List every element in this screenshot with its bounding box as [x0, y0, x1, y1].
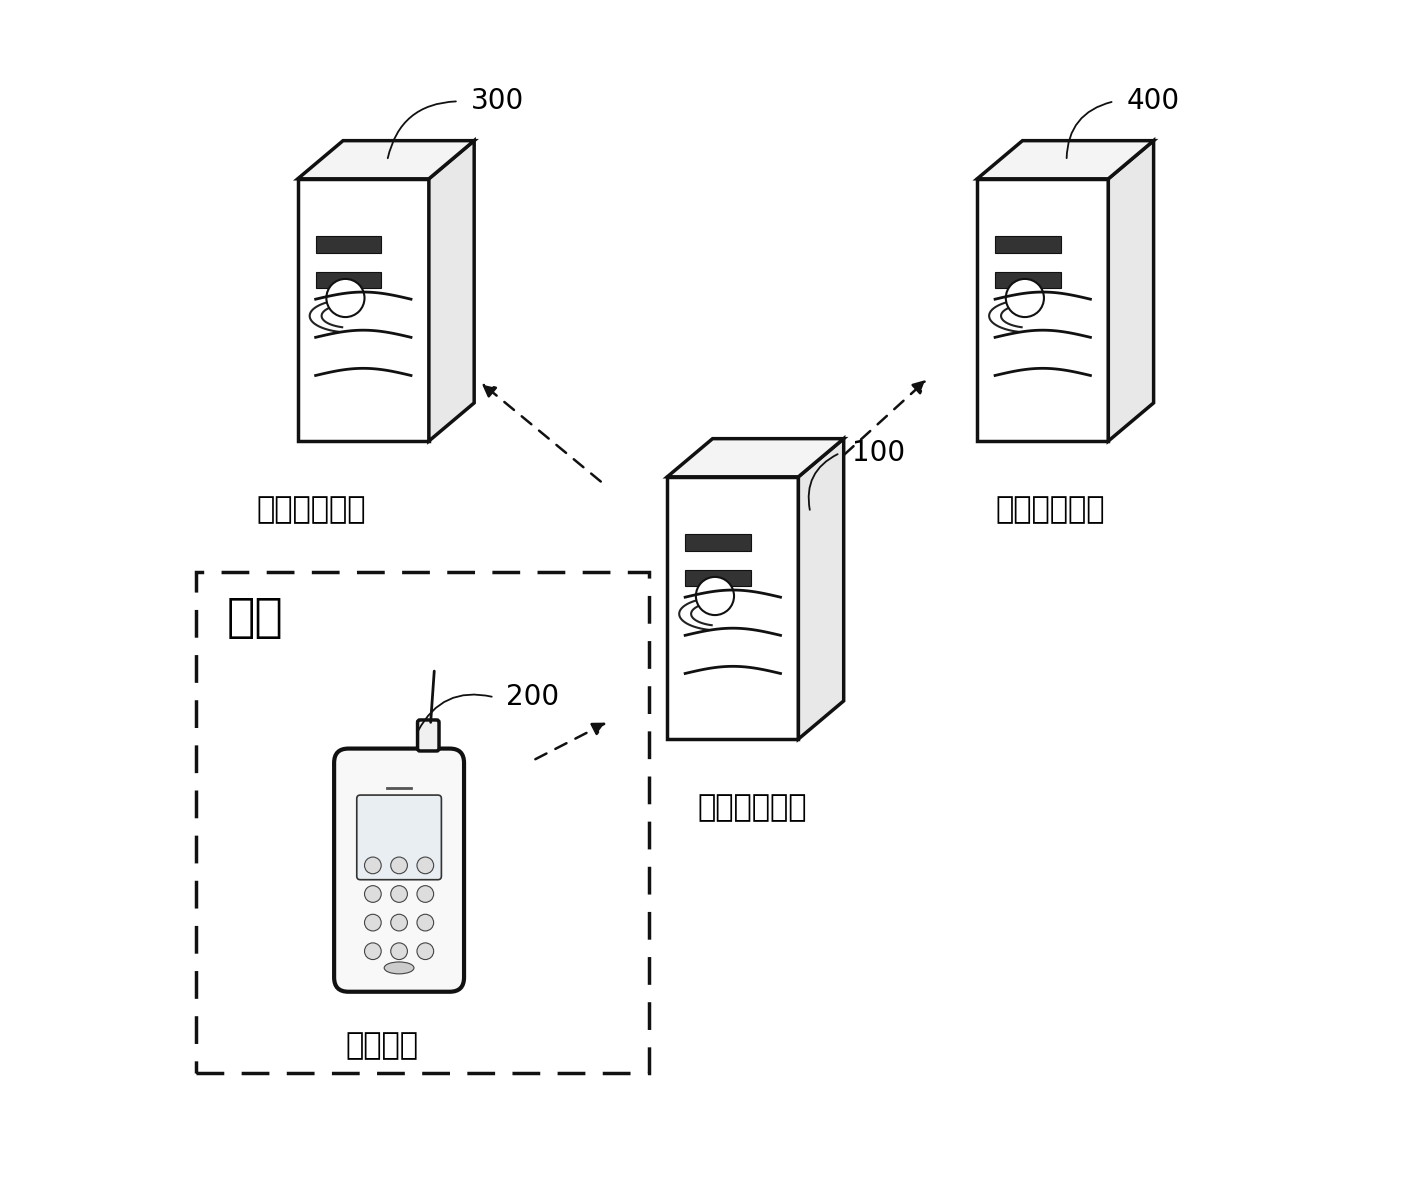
FancyBboxPatch shape	[335, 749, 464, 992]
Text: 400: 400	[1126, 87, 1180, 116]
Polygon shape	[428, 141, 474, 441]
Circle shape	[364, 857, 381, 874]
Circle shape	[364, 886, 381, 902]
Circle shape	[417, 914, 434, 931]
Circle shape	[417, 943, 434, 960]
Circle shape	[364, 943, 381, 960]
Polygon shape	[977, 179, 1109, 441]
Bar	[995, 236, 1061, 253]
Ellipse shape	[384, 962, 414, 974]
Polygon shape	[1109, 141, 1154, 441]
Polygon shape	[668, 477, 798, 739]
Text: 100: 100	[852, 439, 905, 467]
Text: 200: 200	[506, 683, 560, 712]
Circle shape	[391, 914, 407, 931]
Circle shape	[326, 279, 364, 317]
Polygon shape	[798, 439, 844, 739]
Circle shape	[417, 857, 434, 874]
Bar	[316, 236, 381, 253]
Text: 车载终端: 车载终端	[346, 1031, 418, 1060]
Text: 位置服务系统: 位置服务系统	[257, 495, 366, 523]
Circle shape	[391, 886, 407, 902]
Text: 300: 300	[471, 87, 523, 116]
Circle shape	[417, 886, 434, 902]
Polygon shape	[298, 179, 428, 441]
Bar	[685, 570, 750, 586]
Circle shape	[364, 914, 381, 931]
Circle shape	[696, 577, 735, 615]
Text: 车辆: 车辆	[227, 596, 284, 641]
Text: 业务控制中心: 业务控制中心	[698, 793, 807, 821]
Circle shape	[1005, 279, 1044, 317]
Bar	[685, 534, 750, 551]
FancyBboxPatch shape	[417, 720, 440, 751]
Circle shape	[391, 943, 407, 960]
FancyBboxPatch shape	[357, 795, 441, 880]
Polygon shape	[977, 141, 1154, 179]
Text: 地理信息系统: 地理信息系统	[995, 495, 1105, 523]
Polygon shape	[668, 439, 844, 477]
Polygon shape	[298, 141, 474, 179]
Bar	[316, 272, 381, 288]
Bar	[995, 272, 1061, 288]
Circle shape	[391, 857, 407, 874]
